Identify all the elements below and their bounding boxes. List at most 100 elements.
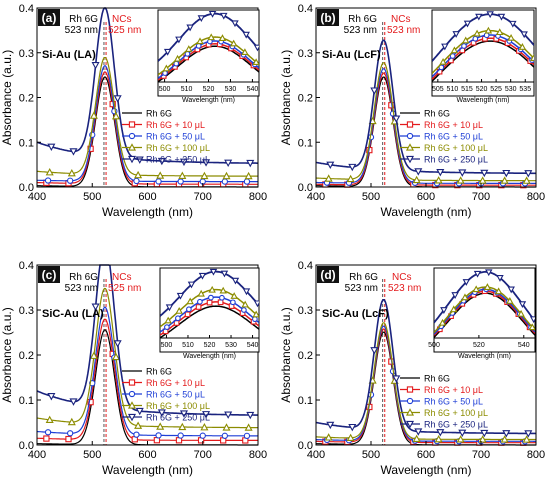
data-point xyxy=(200,171,209,180)
inset-data-point xyxy=(186,297,194,305)
inset-data-point xyxy=(486,11,494,19)
data-point xyxy=(434,434,443,443)
inset-x-tick-label: 525 xyxy=(490,86,502,93)
inset-data-point xyxy=(520,31,528,39)
legend-label: Rh 6G + 100 μL xyxy=(424,408,488,418)
y-tick-label: 0.0 xyxy=(19,182,34,194)
data-point xyxy=(133,177,140,185)
inset-data-point xyxy=(507,33,515,41)
x-tick-label: 800 xyxy=(249,191,267,203)
inset-data-point xyxy=(195,43,202,49)
data-point xyxy=(47,393,56,401)
data-point xyxy=(392,375,401,383)
legend-label: Rh 6G + 50 μL xyxy=(146,390,205,400)
x-tick-label: 600 xyxy=(417,191,435,203)
data-point xyxy=(478,435,487,443)
inset-x-tick-label: 520 xyxy=(473,342,485,349)
data-point xyxy=(324,174,333,182)
data-point xyxy=(243,178,251,185)
x-tick-label: 500 xyxy=(83,191,101,203)
inset-x-axis-label: Wavelength (nm) xyxy=(182,97,235,104)
data-point xyxy=(87,398,94,406)
inset-data-point xyxy=(252,58,259,65)
inset-x-tick-label: 520 xyxy=(476,86,488,93)
inset-data-point xyxy=(187,281,196,289)
inset-x-tick-label: 515 xyxy=(461,86,473,93)
data-point xyxy=(224,411,233,419)
inset-data-point xyxy=(496,275,504,282)
inset-data-point xyxy=(195,304,202,310)
data-point xyxy=(414,428,423,436)
x-tick-label: 700 xyxy=(194,449,212,461)
inset-data-point xyxy=(528,323,535,331)
data-point xyxy=(113,340,122,348)
inset-data-point xyxy=(186,306,192,313)
inset-data-point xyxy=(230,292,238,299)
inset-plot-area xyxy=(160,268,259,338)
inset-x-axis-label: Wavelength (nm) xyxy=(458,353,511,360)
panel-letter: (b) xyxy=(320,11,335,25)
inset-data-point xyxy=(220,270,229,278)
inset-data-point xyxy=(518,301,527,309)
x-axis-label: Wavelength (nm) xyxy=(381,205,472,219)
legend-marker xyxy=(128,132,136,140)
inset-data-point xyxy=(230,299,236,306)
inset-x-tick-label: 505 xyxy=(432,86,444,93)
inset-data-point xyxy=(175,36,183,44)
inset-data-point xyxy=(529,316,535,324)
data-point xyxy=(91,303,100,311)
inset-data-point xyxy=(494,287,503,295)
inset-x-tick-label: 500 xyxy=(161,342,173,349)
data-point xyxy=(155,178,162,185)
inset-data-point xyxy=(206,299,213,306)
legend-marker xyxy=(128,121,136,128)
inset-data-point xyxy=(473,29,481,37)
y-tick-label: 0.2 xyxy=(19,93,34,105)
panel-letter-badge xyxy=(38,9,60,26)
inset-x-tick-label: 530 xyxy=(225,86,237,93)
y-tick-label: 0.4 xyxy=(298,260,313,272)
data-point xyxy=(45,415,54,424)
legend-marker xyxy=(405,408,415,416)
y-tick-label: 0.3 xyxy=(298,305,313,317)
legend-label: Rh 6G xyxy=(146,109,172,119)
data-point xyxy=(69,398,78,406)
inset-data-point xyxy=(497,13,506,21)
nc-label: NCs xyxy=(112,14,131,25)
inset-data-point xyxy=(241,48,249,56)
data-point xyxy=(243,432,251,440)
legend-label: Rh 6G xyxy=(146,367,172,377)
x-tick-label: 400 xyxy=(307,449,325,461)
y-tick-label: 0.2 xyxy=(298,350,313,362)
data-point xyxy=(224,159,233,168)
data-point xyxy=(67,177,74,184)
panel-letter: (a) xyxy=(42,11,57,25)
panel-d: 400 500 600 700 800 0.0 0.1 0.2 0.3 0.4 Wavelength… xyxy=(279,260,545,477)
x-tick-label: 800 xyxy=(527,191,545,203)
inset-data-point xyxy=(450,46,459,54)
x-axis-label: Wavelength (nm) xyxy=(381,463,472,477)
data-point xyxy=(222,423,231,431)
data-point xyxy=(524,170,533,178)
inset-data-point xyxy=(219,286,227,294)
data-point xyxy=(111,352,121,361)
inset-data-point xyxy=(449,53,456,59)
panel-letter-badge xyxy=(38,266,60,283)
data-point xyxy=(480,429,489,438)
inset-data-point xyxy=(197,15,206,23)
rh6g-label: Rh 6G xyxy=(69,14,98,25)
inset-data-point xyxy=(253,44,259,52)
inset-series-line xyxy=(432,13,534,62)
inset-data-point xyxy=(462,36,470,44)
data-point xyxy=(246,411,255,420)
inset-data-point xyxy=(198,272,207,280)
data-point xyxy=(67,417,76,426)
inset-data-point xyxy=(165,304,174,312)
data-point xyxy=(156,422,165,430)
inset-data-point xyxy=(439,57,447,65)
legend-label: Rh 6G + 10 μL xyxy=(146,120,205,130)
inset-x-tick-label: 510 xyxy=(182,342,194,349)
y-tick-label: 0.1 xyxy=(19,395,34,407)
rh6g-peak-label: 523 nm xyxy=(344,25,377,36)
inset-data-point xyxy=(461,293,469,301)
